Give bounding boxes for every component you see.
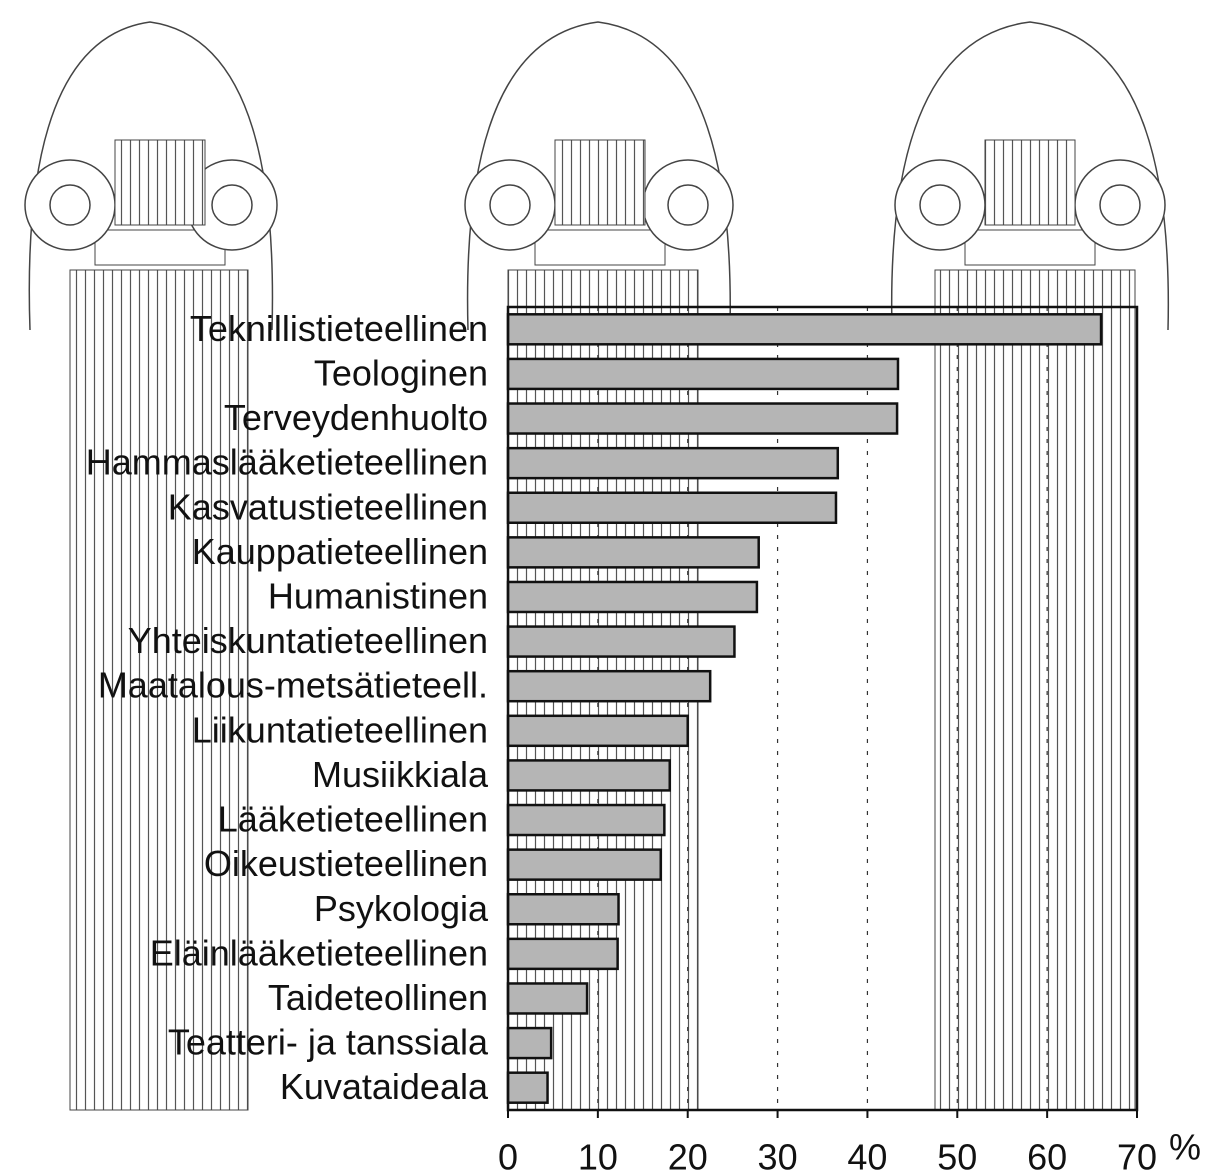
column-left	[24, 21, 278, 1111]
x-tick-label: 70	[1117, 1137, 1157, 1174]
bar	[506, 848, 663, 881]
y-tick-label: Hammaslääketieteellinen	[86, 442, 488, 483]
y-tick-label: Psykologia	[314, 888, 489, 929]
x-tick-label: 50	[937, 1137, 977, 1174]
y-tick-label: Teknillistieteellinen	[190, 308, 488, 349]
x-tick-label: 60	[1027, 1137, 1067, 1174]
plot-frame	[506, 305, 1139, 1112]
x-tick-label: 40	[847, 1137, 887, 1174]
column-right	[890, 21, 1170, 1111]
x-tick-label: 20	[668, 1137, 708, 1174]
y-tick-label: Eläinlääketieteellinen	[150, 932, 488, 973]
bar	[506, 893, 620, 926]
bar	[506, 625, 736, 658]
bar	[506, 669, 712, 703]
bar	[506, 759, 671, 792]
bar	[506, 580, 759, 614]
bar	[506, 982, 589, 1015]
y-tick-label: Liikuntatieteellinen	[192, 709, 488, 750]
x-axis-label: %	[1169, 1127, 1201, 1168]
bar	[506, 714, 689, 748]
y-tick-label: Teatteri- ja tanssiala	[168, 1022, 489, 1063]
y-tick-label: Humanistinen	[268, 575, 488, 616]
y-tick-label: Musiikkiala	[312, 754, 489, 795]
bar	[506, 357, 900, 391]
bar	[506, 1071, 549, 1104]
x-tick-label: 30	[758, 1137, 798, 1174]
y-tick-label: Kuvataideala	[280, 1066, 489, 1107]
bar	[506, 446, 840, 480]
y-tick-label: Terveydenhuolto	[224, 397, 488, 438]
y-tick-label: Kauppatieteellinen	[192, 531, 488, 572]
bar	[506, 402, 899, 435]
bar	[506, 1026, 553, 1060]
bar	[506, 803, 666, 837]
bar	[506, 937, 619, 971]
y-tick-label: Kasvatustieteellinen	[168, 486, 488, 527]
y-tick-label: Teologinen	[314, 352, 488, 393]
bar	[506, 313, 1103, 346]
bar	[506, 536, 760, 569]
x-tick-label: 0	[498, 1137, 518, 1174]
y-tick-label: Lääketieteellinen	[218, 799, 488, 840]
x-tick-label: 10	[578, 1137, 618, 1174]
y-tick-label: Yhteiskuntatieteellinen	[128, 620, 488, 661]
y-tick-label: Taideteollinen	[268, 977, 488, 1018]
bar	[506, 491, 838, 524]
y-tick-label: Oikeustieteellinen	[204, 843, 488, 884]
y-tick-label: Maatalous-metsätieteell.	[98, 665, 488, 706]
